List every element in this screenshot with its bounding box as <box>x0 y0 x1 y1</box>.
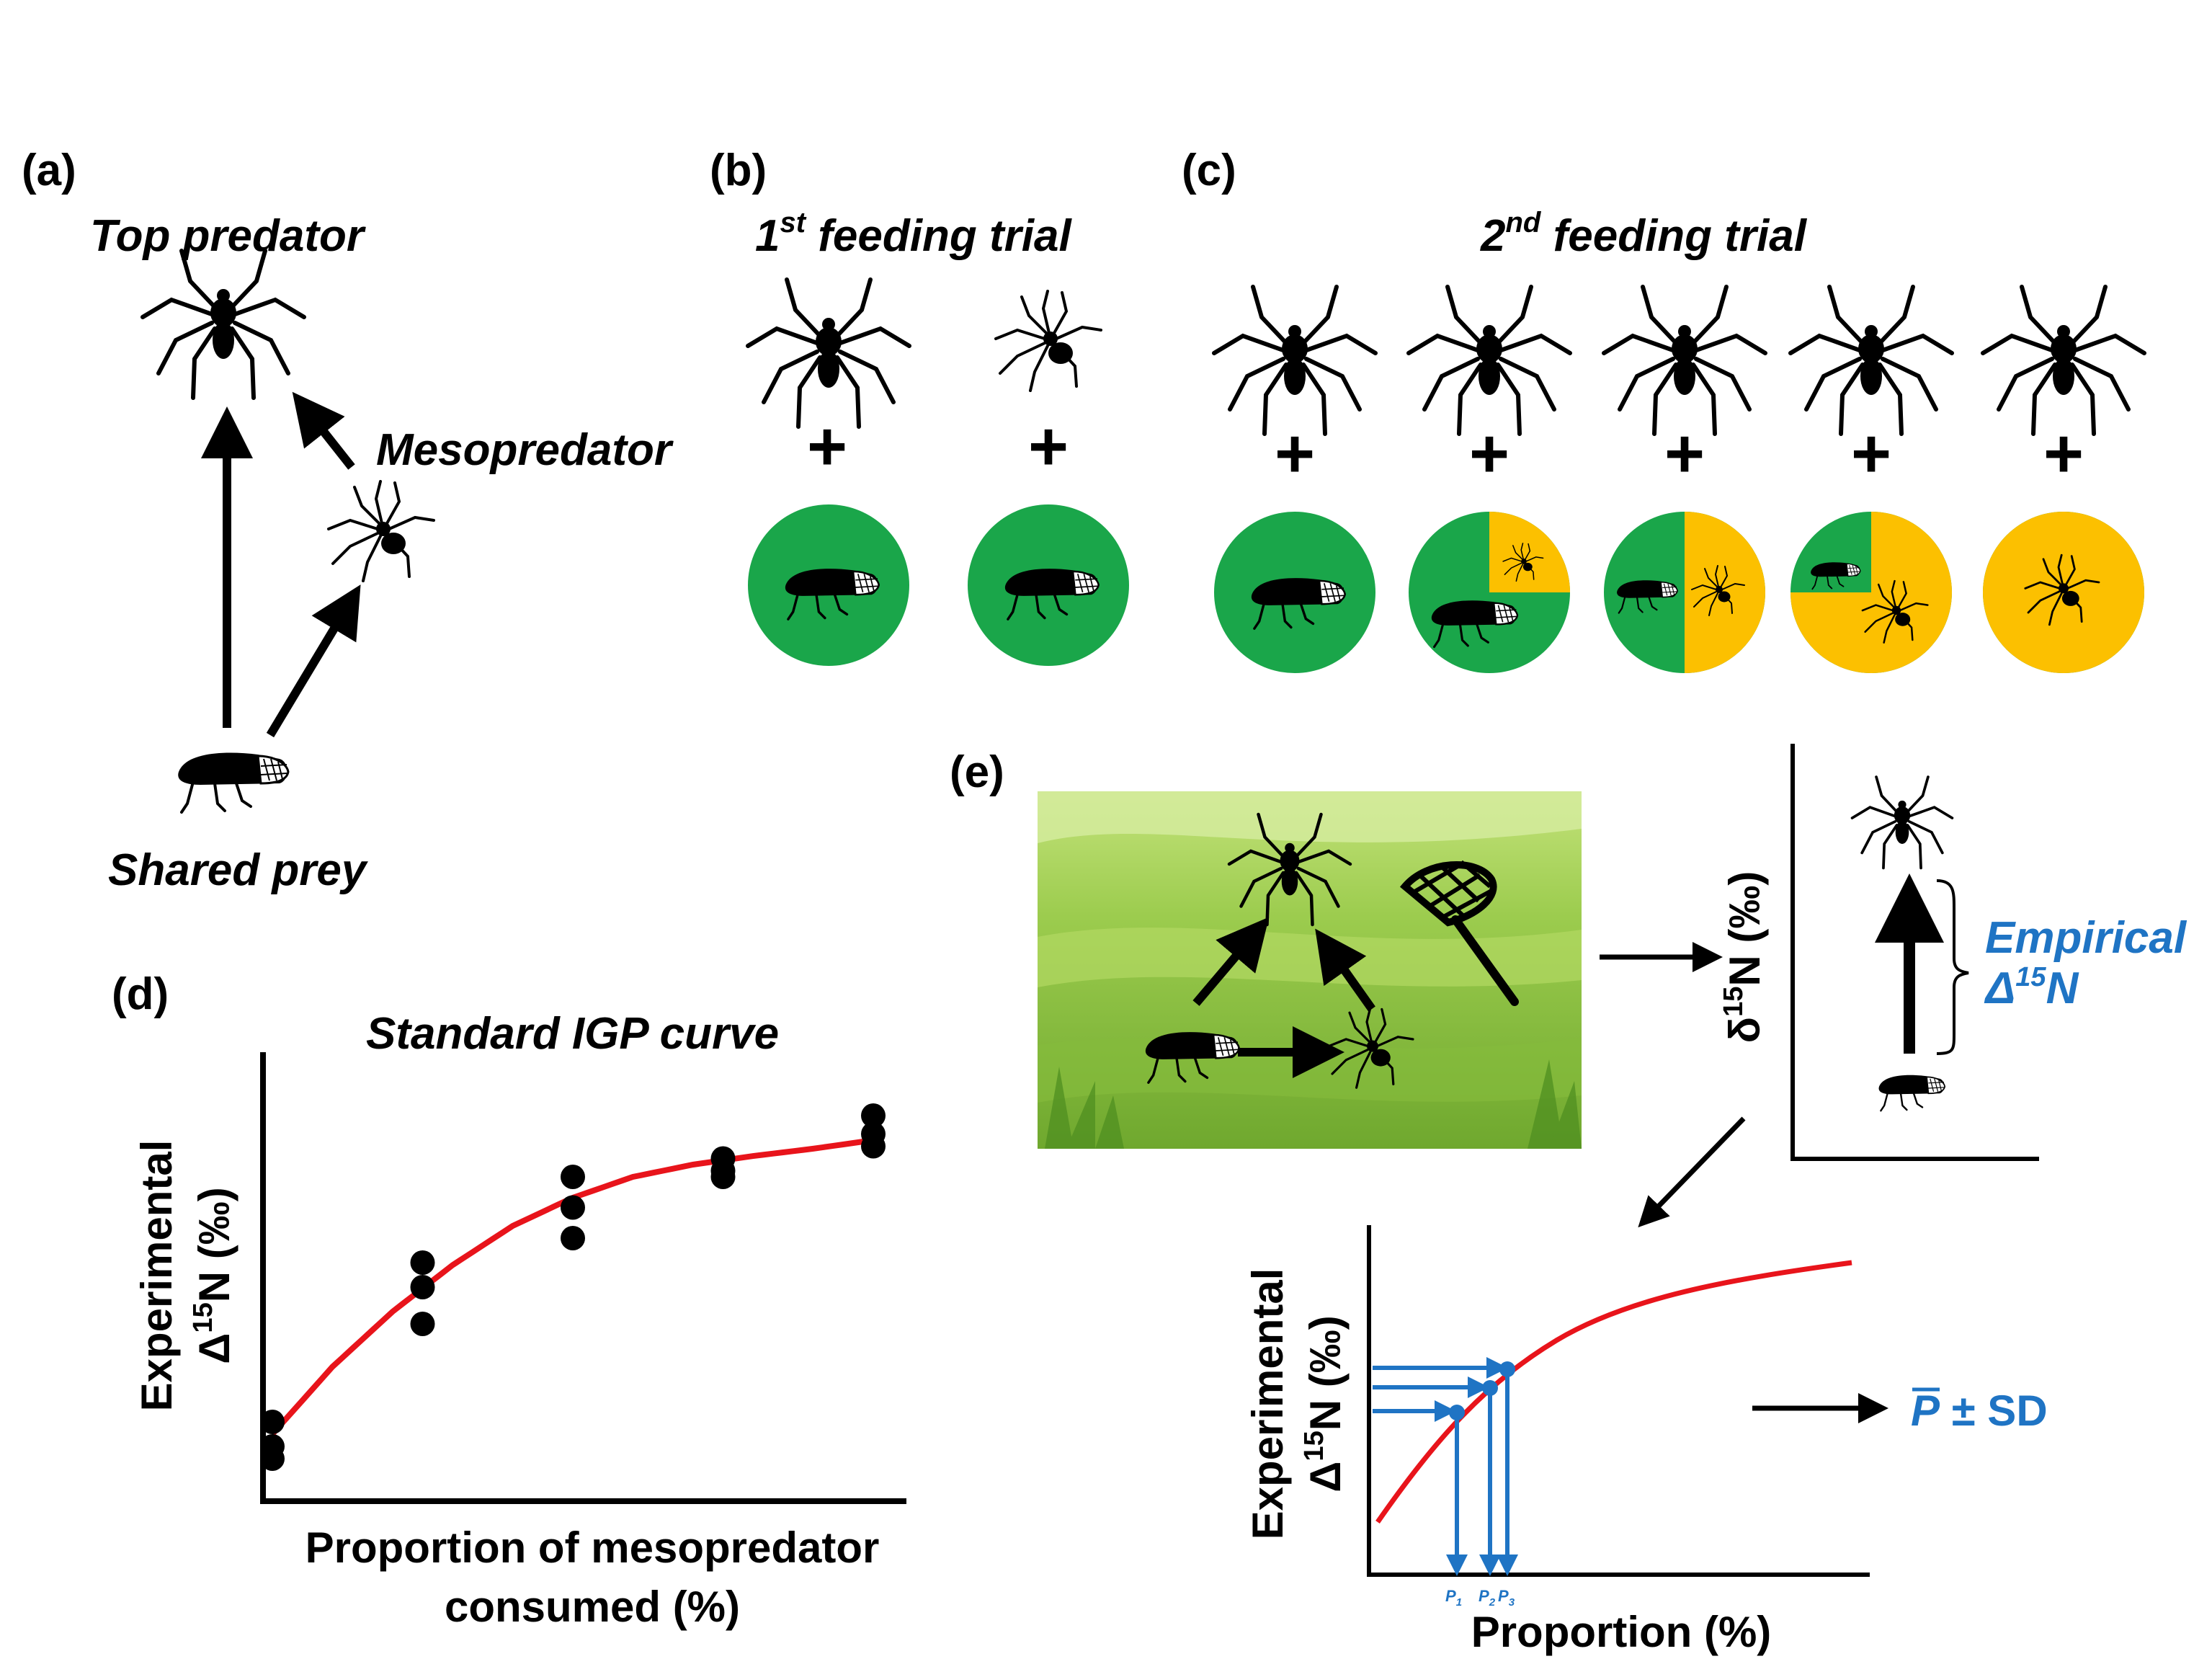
isotope-y-label: δ15N (‰) <box>1718 871 1769 1044</box>
data-point <box>410 1275 435 1299</box>
data-point <box>561 1226 585 1250</box>
panel-a-label: (a) <box>22 146 76 195</box>
data-point <box>410 1312 435 1336</box>
diet-treatment: + <box>1983 287 2144 673</box>
lookup-curve <box>1375 1260 1852 1524</box>
lookup-x-label: Proportion (%) <box>1471 1608 1772 1656</box>
data-point <box>861 1134 886 1159</box>
field-arrow-meso-top <box>1315 928 1375 1012</box>
panel-c-title: 2nd feeding trial <box>1480 207 1808 261</box>
plus-sign: + <box>1469 415 1509 492</box>
field-scene <box>1038 791 1582 1149</box>
plus-sign: + <box>807 408 847 485</box>
mesopredator-spider-icon <box>327 480 435 582</box>
data-point <box>861 1103 886 1128</box>
panel-d-label: (d) <box>112 969 169 1019</box>
mesopredator-label: Mesopredator <box>376 425 674 475</box>
arrow-prey-to-meso <box>266 584 361 738</box>
shared-prey-label: Shared prey <box>108 845 369 895</box>
top-predator-spider-icon <box>1983 287 2144 434</box>
diet-treatment: + <box>1604 287 1765 673</box>
empirical-brace <box>1936 879 1969 1055</box>
plus-sign: + <box>1851 415 1891 492</box>
lookup-point <box>1449 1405 1465 1420</box>
isotope-prey-icon <box>1878 1074 1946 1112</box>
top-predator-spider-icon <box>1214 287 1375 434</box>
diet-treatment: + <box>1790 287 1952 673</box>
chart-plot-area <box>260 1103 886 1471</box>
p2-label: P2 <box>1479 1587 1496 1609</box>
isotope-top-predator-icon <box>1850 775 1954 870</box>
plus-sign: + <box>2043 415 2084 492</box>
arrow-isotope-to-curve <box>1638 1116 1746 1228</box>
plus-sign: + <box>1028 408 1069 485</box>
panel-e: (e) δ15N (‰) <box>950 744 2188 1656</box>
data-point <box>710 1165 736 1189</box>
top-predator-spider-icon <box>1604 287 1765 434</box>
top-predator-spider-icon <box>748 280 909 427</box>
plus-sign: + <box>1664 415 1705 492</box>
field-arrow-prey-top <box>1192 917 1270 1006</box>
panel-c: (c) 2nd feeding trial + + + + + <box>1182 146 2144 673</box>
data-point <box>260 1446 285 1471</box>
x-axis-label-line2: consumed (%) <box>445 1583 740 1631</box>
result-label: P ± SD <box>1911 1387 2048 1435</box>
diet-row: + + + + + <box>1214 287 2144 673</box>
empirical-label-line1: Empirical <box>1985 913 2188 963</box>
isotope-plot: δ15N (‰) Empirical Δ15N <box>1718 744 2188 1161</box>
plus-sign: + <box>1275 415 1315 492</box>
panel-b-label: (b) <box>710 146 767 195</box>
diet-treatment: + <box>1409 287 1570 673</box>
panel-d: (d) Standard IGP curve Experimental Δ15N… <box>112 969 906 1631</box>
lookup-y-label-line2: Δ15N (‰) <box>1299 1315 1350 1492</box>
p3-label: P3 <box>1498 1587 1515 1609</box>
top-predator-spider-icon <box>1409 287 1570 434</box>
arrow-meso-to-top <box>292 391 355 470</box>
lookup-point <box>1482 1380 1498 1396</box>
mesopredator-spider-icon <box>994 290 1102 392</box>
panel-c-label: (c) <box>1182 146 1236 195</box>
lookup-y-label-line1: Experimental <box>1244 1268 1292 1540</box>
data-point <box>410 1250 435 1275</box>
top-predator-spider-icon <box>143 251 304 398</box>
data-point <box>561 1165 585 1189</box>
diet-treatment: + <box>1214 287 1375 673</box>
panel-b: (b) 1st feeding trial + + <box>710 146 1129 666</box>
panel-a: (a) Top predator Mesopredator Shared pre… <box>22 146 674 895</box>
chart-title: Standard IGP curve <box>366 1009 779 1059</box>
data-point <box>561 1195 585 1220</box>
y-axis-label-line1: Experimental <box>133 1140 181 1412</box>
top-predator-label: Top predator <box>90 211 366 261</box>
x-axis-label-line1: Proportion of mesopredator <box>306 1524 880 1572</box>
data-point <box>260 1410 285 1434</box>
lookup-point <box>1499 1361 1515 1377</box>
lookup-plot: Experimental Δ15N (‰) Proportion (%) P1 … <box>1244 1225 2048 1656</box>
shared-prey-bug-icon <box>177 751 290 814</box>
p1-label: P1 <box>1445 1587 1462 1609</box>
panel-b-title: 1st feeding trial <box>755 207 1072 261</box>
empirical-label-line2: Δ15N <box>1984 962 2079 1013</box>
top-predator-spider-icon <box>1790 287 1952 434</box>
panel-e-label: (e) <box>950 747 1004 797</box>
y-axis-label-line2: Δ15N (‰) <box>188 1187 238 1364</box>
